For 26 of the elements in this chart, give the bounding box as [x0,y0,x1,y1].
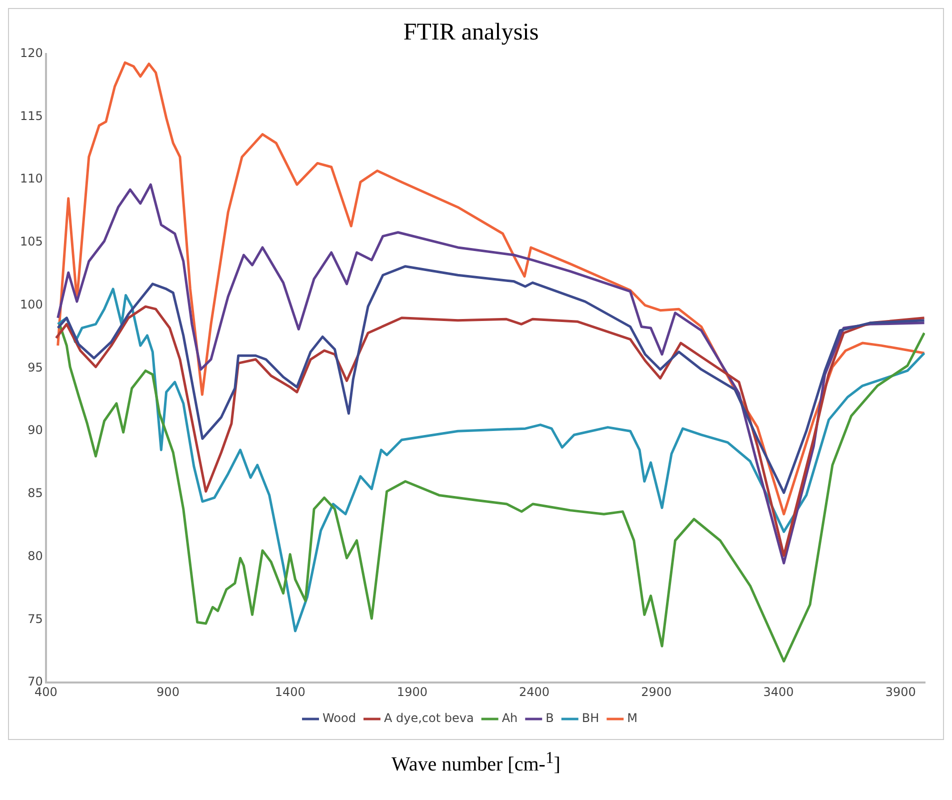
y-tick-label: 80 [28,548,43,563]
y-tick-label: 120 [20,46,43,60]
legend-label: M [627,711,638,726]
chart-title: FTIR analysis [403,20,539,46]
y-tick-label: 90 [28,423,43,438]
x-tick-label: 3400 [763,684,794,699]
x-tick-label: 400 [34,684,58,699]
x-axis-title: Wave number [cm-$^{1}$] [390,747,562,778]
y-tick-label: 115 [20,108,43,123]
x-tick-label: 3900 [885,684,916,699]
y-tick-label: 100 [20,297,43,312]
y-tick-label: 75 [28,612,43,626]
x-tick-label: 900 [156,684,180,699]
legend-label: BH [582,711,600,726]
legend-label: Wood [322,711,356,726]
legend-label: B [546,711,554,726]
x-tick-label: 1900 [396,684,428,699]
legend-label: Ah [502,711,518,726]
y-tick-label: 110 [20,172,43,186]
y-tick-label: 85 [28,486,43,500]
x-tick-label: 1400 [274,684,306,699]
x-tick-label: 2400 [519,684,550,699]
legend-label: A dye,cot beva [384,711,474,726]
x-tick-label: 2900 [641,684,672,699]
y-tick-label: 105 [20,234,43,249]
y-tick-label: 95 [28,360,43,374]
